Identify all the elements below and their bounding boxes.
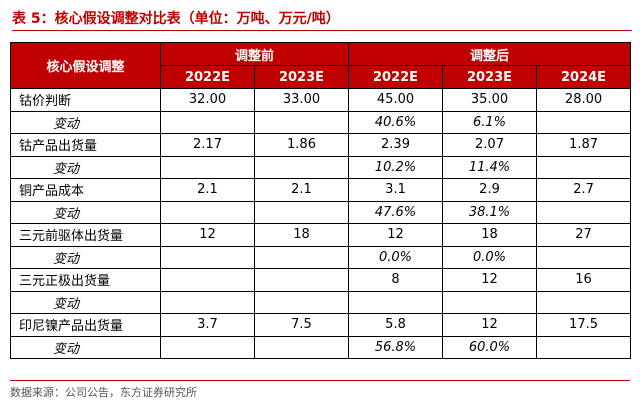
table-cell: 10.2% <box>348 155 444 179</box>
table-cell: 2.39 <box>348 133 444 157</box>
row-label: 变动 <box>10 200 161 224</box>
table-cell <box>348 290 444 314</box>
table-cell: 32.00 <box>160 88 255 112</box>
table-cell: 2.1 <box>253 178 350 202</box>
group-header-before: 调整前 <box>159 42 350 66</box>
table-cell: 47.6% <box>348 200 444 224</box>
table-cell: 0.0% <box>442 245 538 269</box>
row-label: 三元正极出货量 <box>10 268 161 292</box>
year-header: 2023E <box>253 65 350 89</box>
table-cell <box>160 110 255 134</box>
table-cell: 18 <box>442 223 538 247</box>
row-label: 变动 <box>10 110 161 134</box>
table-cell: 16 <box>536 268 632 292</box>
table-cell <box>160 245 255 269</box>
table-cell <box>536 245 632 269</box>
table-cell <box>160 290 255 314</box>
table-cell <box>253 335 350 359</box>
table-cell: 11.4% <box>442 155 538 179</box>
table-cell <box>160 200 255 224</box>
table-row: 变动 56.8% 60.0% <box>10 335 632 359</box>
row-label: 变动 <box>10 245 161 269</box>
table-cell: 56.8% <box>348 335 444 359</box>
table-cell: 33.00 <box>253 88 350 112</box>
table-row: 变动 0.0% 0.0% <box>10 245 632 269</box>
table-cell <box>160 335 255 359</box>
group-header-after: 调整后 <box>348 42 632 66</box>
table-cell: 45.00 <box>348 88 444 112</box>
table-row: 变动 40.6% 6.1% <box>10 110 632 134</box>
row-label: 印尼镍产品出货量 <box>10 313 161 337</box>
table-cell: 2.07 <box>442 133 538 157</box>
table-cell: 12 <box>442 268 538 292</box>
year-header: 2022E <box>348 65 444 89</box>
row-label: 变动 <box>10 290 161 314</box>
row-label: 钴价判断 <box>10 88 161 112</box>
table-row: 变动 10.2% 11.4% <box>10 155 632 179</box>
table-cell: 1.87 <box>536 133 632 157</box>
table-title: 表 5：核心假设调整对比表（单位：万吨、万元/吨） <box>12 8 632 31</box>
table-cell <box>253 268 350 292</box>
table-cell: 0.0% <box>348 245 444 269</box>
table-cell <box>442 290 538 314</box>
assumption-table: 核心假设调整 调整前 调整后 2022E 2023E 2022E 2023E 2… <box>10 42 632 359</box>
row-label-header: 核心假设调整 <box>10 42 161 89</box>
table-cell: 18 <box>253 223 350 247</box>
table-cell: 3.1 <box>348 178 444 202</box>
table-cell: 12 <box>348 223 444 247</box>
table-cell <box>160 155 255 179</box>
row-label: 三元前驱体出货量 <box>10 223 161 247</box>
table-cell: 1.86 <box>253 133 350 157</box>
table-cell: 2.7 <box>536 178 632 202</box>
table-cell <box>253 155 350 179</box>
table-cell: 7.5 <box>253 313 350 337</box>
year-header: 2023E <box>442 65 538 89</box>
table-cell: 5.8 <box>348 313 444 337</box>
table-cell <box>536 155 632 179</box>
table-row: 变动 <box>10 290 632 314</box>
source-note: 数据来源：公司公告，东方证券研究所 <box>10 380 630 407</box>
table-cell: 60.0% <box>442 335 538 359</box>
table-row: 印尼镍产品出货量 3.7 7.5 5.8 12 17.5 <box>10 313 632 337</box>
table-cell: 2.9 <box>442 178 538 202</box>
table-cell: 2.1 <box>160 178 255 202</box>
table-cell: 17.5 <box>536 313 632 337</box>
table-cell <box>253 200 350 224</box>
table-row: 三元前驱体出货量 12 18 12 18 27 <box>10 223 632 247</box>
table-cell <box>536 110 632 134</box>
table-cell: 2.17 <box>160 133 255 157</box>
table-cell: 8 <box>348 268 444 292</box>
table-cell: 12 <box>442 313 538 337</box>
table-cell: 40.6% <box>348 110 444 134</box>
table-row: 钴产品出货量 2.17 1.86 2.39 2.07 1.87 <box>10 133 632 157</box>
row-label: 变动 <box>10 155 161 179</box>
table-cell: 27 <box>536 223 632 247</box>
year-header: 2024E <box>536 65 632 89</box>
table-cell: 38.1% <box>442 200 538 224</box>
table-cell <box>253 245 350 269</box>
table-row: 钴价判断 32.00 33.00 45.00 35.00 28.00 <box>10 88 632 112</box>
table-row: 变动 47.6% 38.1% <box>10 200 632 224</box>
table-cell <box>536 200 632 224</box>
table-cell: 12 <box>160 223 255 247</box>
table-cell: 28.00 <box>536 88 632 112</box>
table-cell <box>253 290 350 314</box>
table-cell: 6.1% <box>442 110 538 134</box>
row-label: 钴产品出货量 <box>10 133 161 157</box>
year-header: 2022E <box>160 65 255 89</box>
row-label: 铜产品成本 <box>10 178 161 202</box>
table-cell <box>536 290 632 314</box>
table-row: 铜产品成本 2.1 2.1 3.1 2.9 2.7 <box>10 178 632 202</box>
table-body: 钴价判断 32.00 33.00 45.00 35.00 28.00 变动 40.6% 6.1%… <box>10 88 632 359</box>
table-cell: 3.7 <box>160 313 255 337</box>
row-label: 变动 <box>10 335 161 359</box>
table-row: 三元正极出货量 8 12 16 <box>10 268 632 292</box>
table-cell <box>536 335 632 359</box>
table-cell <box>253 110 350 134</box>
table-cell: 35.00 <box>442 88 538 112</box>
table-cell <box>160 268 255 292</box>
